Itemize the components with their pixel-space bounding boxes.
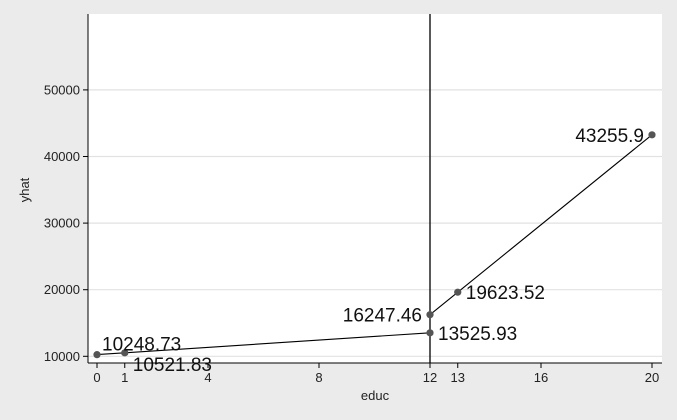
x-tick-label: 12 [423,370,437,385]
data-label: 10521.83 [133,355,212,376]
x-tick-label: 1 [121,370,128,385]
x-tick-label: 13 [451,370,465,385]
y-tick-label: 50000 [44,82,80,97]
y-tick-label: 30000 [44,216,80,231]
data-label: 16247.46 [343,306,422,327]
data-point [121,349,129,357]
y-axis-ticks: 10000 20000 30000 40000 50000 [44,82,88,364]
data-label: 19623.52 [466,283,545,304]
x-tick-label: 16 [534,370,548,385]
gridlines [88,89,662,357]
x-tick-label: 20 [645,370,659,385]
x-tick-label: 8 [315,370,322,385]
y-tick-label: 10000 [44,349,80,364]
data-point [648,131,656,139]
x-axis-title: educ [361,388,390,403]
y-axis-title: yhat [17,177,32,202]
plot-background [88,14,662,363]
y-tick-label: 40000 [44,149,80,164]
data-label: 43255.9 [575,126,644,147]
data-point [426,329,434,337]
x-tick-label: 4 [204,370,211,385]
data-point [454,288,462,296]
data-point [426,311,434,319]
data-label: 13525.93 [438,324,517,345]
y-tick-label: 20000 [44,282,80,297]
data-point [93,351,101,359]
data-label: 10248.73 [102,335,181,356]
x-tick-label: 0 [93,370,100,385]
data-points [93,131,656,359]
x-axis-ticks: 0 1 4 8 12 13 16 20 [93,363,659,385]
